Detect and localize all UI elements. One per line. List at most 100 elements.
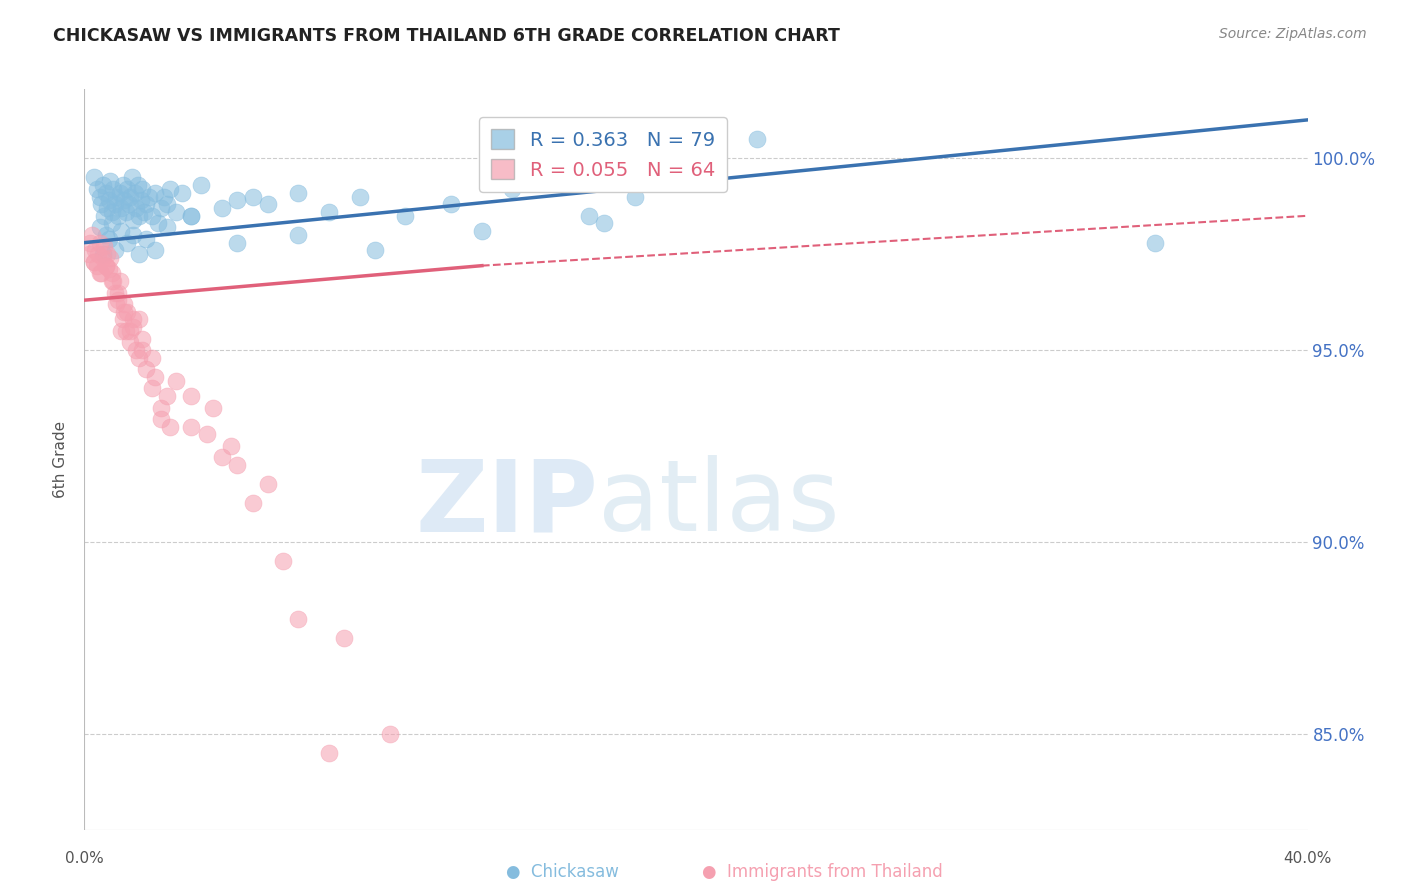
Point: [287, 227, 309, 242]
Point: [131, 343, 153, 357]
Point: [118, 197, 141, 211]
Point: [226, 458, 249, 472]
Point: [107, 293, 129, 308]
Point: [94, 227, 117, 242]
Point: [156, 220, 179, 235]
Point: [201, 401, 224, 415]
Point: [242, 189, 264, 203]
Text: ●  Chickasaw: ● Chickasaw: [506, 863, 619, 881]
Point: [91, 247, 114, 261]
Point: [156, 197, 179, 211]
Point: [108, 274, 131, 288]
Point: [127, 178, 149, 193]
Point: [124, 186, 146, 200]
Point: [143, 244, 166, 258]
Point: [287, 186, 309, 200]
Point: [141, 209, 163, 223]
Point: [146, 217, 169, 231]
Point: [103, 274, 125, 288]
Point: [128, 312, 150, 326]
Point: [98, 174, 121, 188]
Point: [257, 477, 280, 491]
Point: [156, 389, 179, 403]
Point: [471, 224, 494, 238]
Text: ●  Immigrants from Thailand: ● Immigrants from Thailand: [702, 863, 943, 881]
Point: [165, 205, 187, 219]
Point: [129, 194, 152, 208]
Point: [318, 746, 340, 760]
Point: [115, 235, 138, 250]
Point: [318, 205, 340, 219]
Point: [180, 209, 202, 223]
Point: [122, 312, 145, 326]
Point: [180, 389, 202, 403]
Point: [83, 170, 105, 185]
Point: [747, 132, 769, 146]
Point: [180, 209, 202, 223]
Point: [271, 554, 294, 568]
Text: Source: ZipAtlas.com: Source: ZipAtlas.com: [1219, 27, 1367, 41]
Point: [114, 205, 136, 219]
Point: [90, 266, 112, 280]
Point: [287, 611, 309, 625]
Legend: R = 0.363   N = 79, R = 0.055   N = 64: R = 0.363 N = 79, R = 0.055 N = 64: [479, 118, 727, 192]
Point: [101, 266, 124, 280]
Point: [135, 197, 157, 211]
Point: [101, 217, 124, 231]
Point: [226, 235, 249, 250]
Point: [122, 227, 145, 242]
Point: [93, 239, 115, 253]
Point: [115, 304, 138, 318]
Point: [89, 235, 111, 250]
Point: [149, 412, 172, 426]
Point: [128, 351, 150, 365]
Point: [159, 419, 181, 434]
Point: [219, 439, 242, 453]
Text: 40.0%: 40.0%: [1284, 851, 1331, 865]
Point: [98, 251, 121, 265]
Point: [135, 362, 157, 376]
Point: [364, 244, 387, 258]
Point: [114, 324, 136, 338]
Point: [149, 401, 172, 415]
Point: [172, 186, 194, 200]
Point: [97, 262, 120, 277]
Point: [111, 312, 134, 326]
Point: [89, 189, 111, 203]
Point: [91, 178, 114, 193]
Point: [107, 285, 129, 300]
Point: [104, 244, 127, 258]
Point: [89, 266, 111, 280]
Point: [128, 247, 150, 261]
Point: [112, 304, 135, 318]
Point: [143, 186, 166, 200]
Point: [105, 297, 128, 311]
Point: [120, 335, 142, 350]
Point: [103, 182, 125, 196]
Text: CHICKASAW VS IMMIGRANTS FROM THAILAND 6TH GRADE CORRELATION CHART: CHICKASAW VS IMMIGRANTS FROM THAILAND 6T…: [53, 27, 841, 45]
Point: [110, 324, 132, 338]
Point: [211, 450, 233, 465]
Point: [96, 201, 118, 215]
Point: [349, 189, 371, 203]
Point: [84, 244, 107, 258]
Point: [94, 259, 117, 273]
Point: [149, 201, 172, 215]
Point: [122, 212, 145, 227]
Point: [80, 227, 103, 242]
Point: [593, 217, 616, 231]
Point: [93, 209, 115, 223]
Point: [122, 320, 145, 334]
Point: [138, 189, 160, 203]
Point: [132, 205, 155, 219]
Point: [502, 182, 524, 196]
Point: [107, 209, 129, 223]
Point: [242, 496, 264, 510]
Point: [105, 189, 128, 203]
Point: [110, 224, 132, 238]
Point: [121, 170, 143, 185]
Point: [83, 255, 105, 269]
Point: [159, 182, 181, 196]
Point: [112, 297, 135, 311]
Point: [83, 255, 105, 269]
